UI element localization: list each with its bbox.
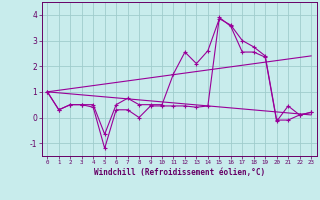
X-axis label: Windchill (Refroidissement éolien,°C): Windchill (Refroidissement éolien,°C) xyxy=(94,168,265,177)
